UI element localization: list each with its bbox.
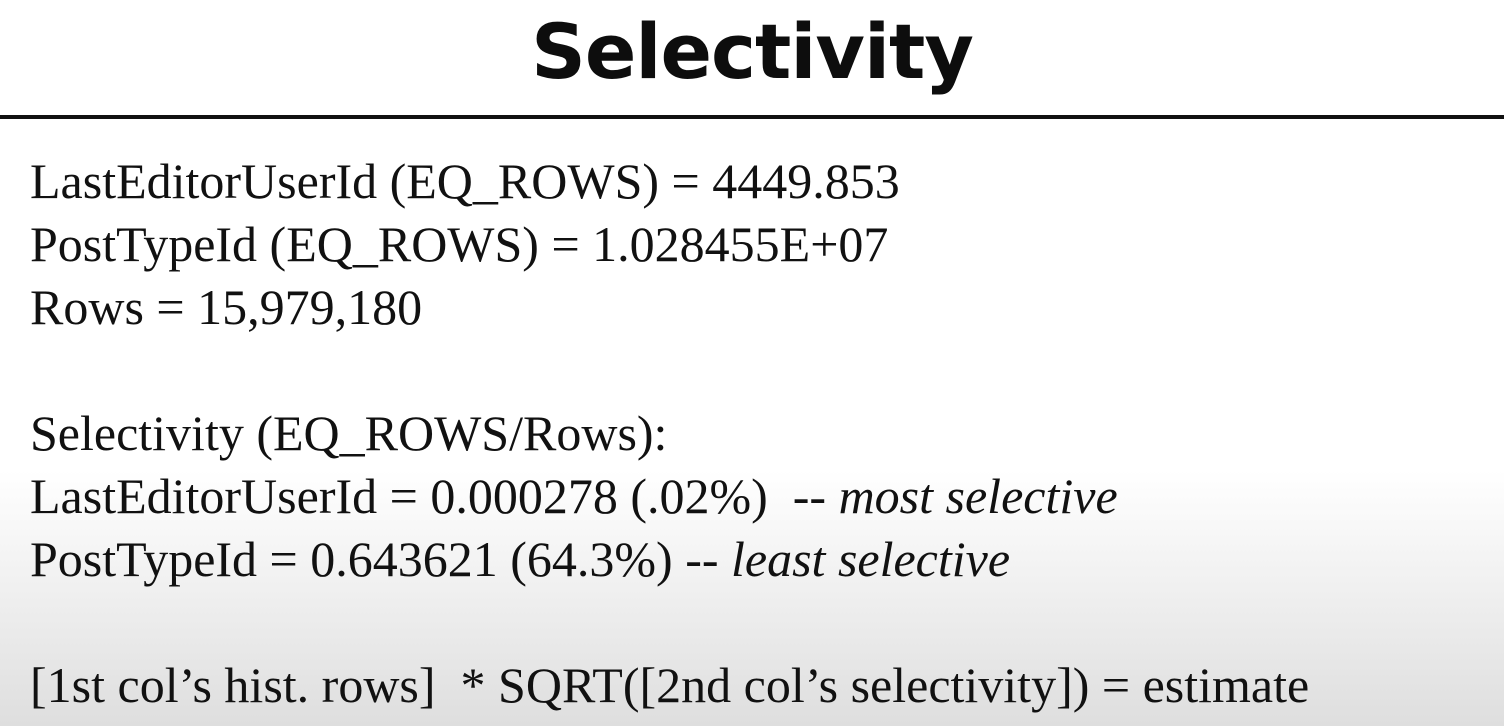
last-editor-selectivity-value: LastEditorUserId = 0.000278 (.02%) -- (30, 468, 839, 524)
estimate-formula-line: [1st col’s hist. rows] * SQRT([2nd col’s… (30, 657, 1310, 713)
post-type-selectivity-value: PostTypeId = 0.643621 (64.3%) -- (30, 531, 732, 587)
selectivity-heading: Selectivity (EQ_ROWS/Rows): (30, 405, 668, 461)
rows-line: Rows = 15,979,180 (30, 279, 423, 335)
post-type-selectivity-line: PostTypeId = 0.643621 (64.3%) -- least s… (30, 528, 1500, 591)
slide-title: Selectivity (531, 7, 974, 96)
post-type-eq-rows-line: PostTypeId (EQ_ROWS) = 1.028455E+07 (30, 216, 889, 272)
post-type-selectivity-note: least selective (731, 531, 1011, 587)
last-editor-eq-rows-line: LastEditorUserId (EQ_ROWS) = 4449.853 (30, 153, 900, 209)
blank-line (30, 339, 1500, 402)
last-editor-selectivity-note: most selective (838, 468, 1118, 524)
blank-line (30, 591, 1500, 654)
slide-body: LastEditorUserId (EQ_ROWS) = 4449.853 Po… (30, 150, 1500, 717)
title-divider (0, 115, 1504, 119)
last-editor-selectivity-line: LastEditorUserId = 0.000278 (.02%) -- mo… (30, 465, 1500, 528)
